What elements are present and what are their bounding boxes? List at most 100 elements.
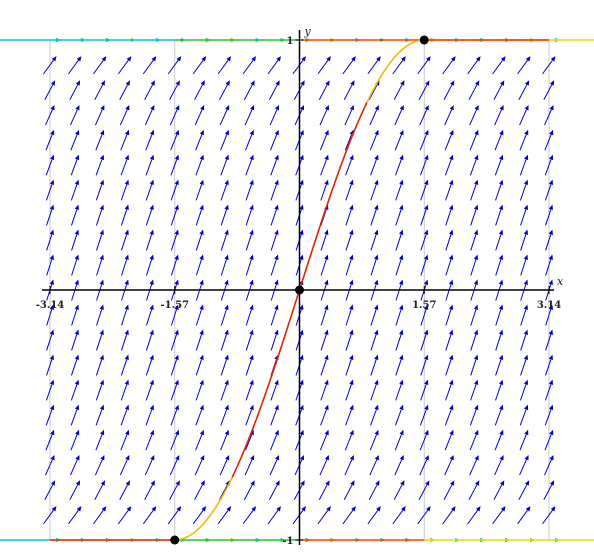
field-arrow <box>420 254 429 276</box>
field-arrow <box>46 204 54 226</box>
field-arrow <box>94 480 106 500</box>
field-arrow <box>170 229 179 251</box>
field-arrow <box>419 404 429 426</box>
field-arrow <box>345 279 354 301</box>
field-arrow <box>517 56 531 75</box>
field-arrow <box>119 80 130 100</box>
curve-segment <box>261 396 266 404</box>
field-arrow <box>269 104 280 126</box>
curve-segment <box>199 524 203 529</box>
field-arrow <box>420 354 429 376</box>
field-arrow <box>45 404 55 426</box>
field-arrow <box>317 56 331 75</box>
field-arrow <box>318 480 330 500</box>
field-arrow <box>469 404 479 426</box>
field-arrow <box>392 506 406 525</box>
curve-segment <box>291 305 296 314</box>
field-arrow <box>495 204 504 226</box>
field-arrow <box>93 506 107 525</box>
field-arrow <box>317 506 331 525</box>
curve-segment <box>306 258 311 267</box>
x-axis-label: x <box>557 275 564 288</box>
curve-segment <box>204 518 208 523</box>
field-arrow <box>242 506 257 525</box>
field-arrow <box>145 154 154 176</box>
field-arrow <box>320 254 329 276</box>
field-arrow <box>394 429 404 451</box>
curve-segment <box>288 313 293 322</box>
field-arrow <box>343 80 355 100</box>
field-arrow <box>320 279 329 301</box>
curve-segment <box>273 359 278 368</box>
field-arrow <box>170 379 179 401</box>
field-arrow <box>493 80 505 100</box>
field-arrow <box>219 454 230 476</box>
field-arrow <box>469 154 479 176</box>
curve-segment <box>276 351 281 360</box>
solution-curve <box>50 39 549 541</box>
field-arrow <box>369 454 379 476</box>
field-arrow <box>394 104 404 126</box>
curve-segment <box>386 63 390 68</box>
marked-point <box>170 535 180 545</box>
field-arrow <box>369 129 379 151</box>
field-arrow <box>519 179 529 201</box>
field-arrow <box>195 304 204 326</box>
field-arrow <box>345 229 354 251</box>
field-arrow <box>45 429 55 451</box>
field-arrow <box>46 254 54 276</box>
field-arrow <box>345 204 354 226</box>
curve-segment <box>256 410 261 418</box>
curve-segment <box>378 74 383 80</box>
field-arrow <box>417 506 431 525</box>
direction-field <box>39 37 560 543</box>
field-arrow <box>195 379 204 401</box>
field-arrow <box>293 480 305 500</box>
field-arrow <box>170 304 179 326</box>
field-arrow <box>117 506 132 525</box>
curve-segment <box>238 454 243 462</box>
field-arrow <box>544 179 554 201</box>
field-arrow <box>370 229 379 251</box>
field-arrow <box>392 56 406 75</box>
field-arrow <box>46 229 54 251</box>
x-tick-label: 1.57 <box>412 300 436 311</box>
field-arrow <box>220 254 229 276</box>
marked-point <box>419 35 429 45</box>
field-arrow <box>120 404 129 426</box>
curve-segment <box>393 54 398 59</box>
field-arrow <box>395 254 404 276</box>
curve-segment <box>211 508 216 514</box>
field-arrow <box>120 204 129 226</box>
curve-segment <box>223 487 228 493</box>
curve-segment <box>271 366 276 375</box>
field-arrow <box>220 279 229 301</box>
field-arrow <box>46 304 54 326</box>
field-arrow <box>443 480 455 500</box>
curve-segment <box>406 43 410 47</box>
field-arrow <box>220 329 229 351</box>
field-arrow <box>542 56 556 75</box>
field-arrow <box>444 404 454 426</box>
curve-segment <box>341 155 346 164</box>
field-arrow <box>442 506 456 525</box>
field-arrow <box>320 329 329 351</box>
marked-points <box>170 35 429 545</box>
field-arrow <box>519 404 529 426</box>
field-arrow <box>71 329 79 351</box>
field-arrow <box>195 154 204 176</box>
curve-segment <box>316 227 321 236</box>
field-arrow <box>96 279 104 301</box>
field-arrow <box>295 254 304 276</box>
field-arrow <box>445 379 454 401</box>
field-arrow <box>70 379 79 401</box>
field-arrow <box>519 429 529 451</box>
field-arrow <box>520 354 529 376</box>
field-arrow <box>245 229 254 251</box>
curve-segment <box>311 242 316 252</box>
field-arrow <box>145 329 154 351</box>
field-arrow <box>444 129 454 151</box>
curve-segment <box>358 112 363 120</box>
field-arrow <box>444 454 454 476</box>
curve-segment <box>233 466 238 473</box>
